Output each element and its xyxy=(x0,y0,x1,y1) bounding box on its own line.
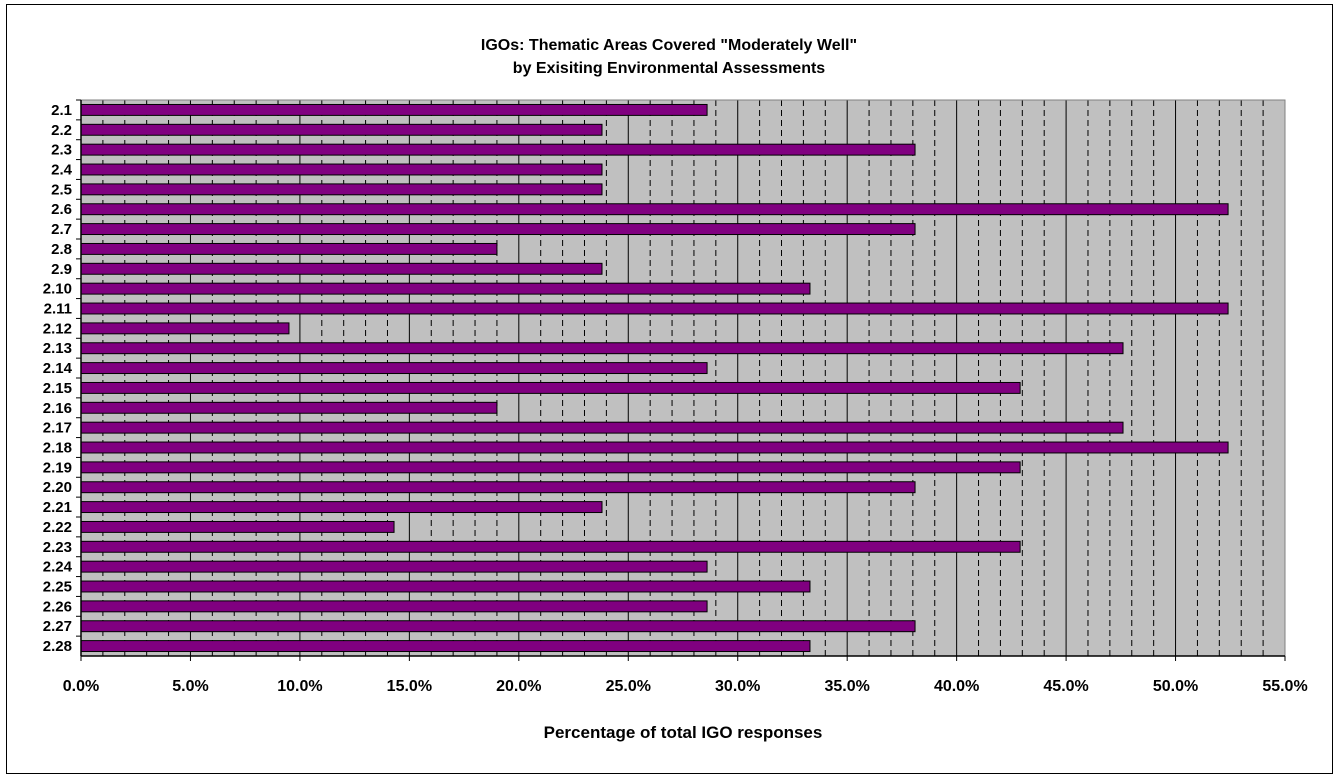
x-tick-label: 50.0% xyxy=(1153,678,1198,695)
category-label: 2.22 xyxy=(43,519,72,536)
category-label: 2.13 xyxy=(43,340,72,357)
chart-title-line-1: IGOs: Thematic Areas Covered "Moderately… xyxy=(481,37,857,54)
category-label: 2.24 xyxy=(43,559,73,576)
bar xyxy=(80,600,708,613)
bar xyxy=(80,540,1021,553)
bar xyxy=(80,322,290,335)
category-label: 2.9 xyxy=(51,261,72,278)
x-tick-label: 35.0% xyxy=(824,678,869,695)
x-tick-label: 0.0% xyxy=(63,678,99,695)
bar xyxy=(80,203,1229,216)
x-tick-label: 25.0% xyxy=(606,678,651,695)
category-label: 2.2 xyxy=(51,122,72,139)
bar xyxy=(80,143,916,156)
x-tick-label: 40.0% xyxy=(934,678,979,695)
category-label: 2.16 xyxy=(43,400,72,417)
bar xyxy=(80,501,603,514)
bar xyxy=(80,441,1229,454)
category-labels: 2.1 2.2 2.3 2.4 2.5 2.6 2.7 2.8 2.9 2.10 2.11 2.12 2… xyxy=(43,99,81,655)
bar xyxy=(80,461,1021,474)
bar xyxy=(80,302,1229,315)
x-tick-labels: 0.0% 5.0% 10.0% 15.0% 20.0% 25.0% 30.0% 35.0% 40… xyxy=(63,656,1308,695)
category-label: 2.25 xyxy=(43,579,72,596)
category-label: 2.3 xyxy=(51,142,72,159)
category-label: 2.8 xyxy=(51,241,72,258)
bar xyxy=(80,481,916,494)
category-label: 2.11 xyxy=(44,301,72,318)
bar xyxy=(80,262,603,275)
x-tick-label: 15.0% xyxy=(387,678,432,695)
bar xyxy=(80,183,603,196)
bar xyxy=(80,163,603,176)
bar xyxy=(80,282,811,295)
category-label: 2.19 xyxy=(43,459,72,476)
bar xyxy=(80,381,1021,394)
x-tick-label: 5.0% xyxy=(172,678,208,695)
category-label: 2.4 xyxy=(51,162,73,179)
category-label: 2.14 xyxy=(43,360,73,377)
chart-title-line-2: by Exisiting Environmental Assessments xyxy=(513,60,826,77)
bar xyxy=(80,223,916,236)
category-label: 2.1 xyxy=(51,102,72,119)
x-tick-label: 45.0% xyxy=(1043,678,1088,695)
category-label: 2.5 xyxy=(51,181,72,198)
bar xyxy=(80,342,1124,355)
category-label: 2.28 xyxy=(43,638,72,655)
bar xyxy=(80,362,708,375)
x-tick-label: 55.0% xyxy=(1262,678,1307,695)
category-label: 2.12 xyxy=(43,320,72,337)
category-label: 2.6 xyxy=(51,201,72,218)
x-axis-title: Percentage of total IGO responses xyxy=(544,723,823,742)
category-label: 2.20 xyxy=(43,479,72,496)
x-tick-label: 20.0% xyxy=(496,678,541,695)
bar xyxy=(80,123,603,136)
bar xyxy=(80,401,498,414)
bar xyxy=(80,640,811,653)
bar xyxy=(80,242,498,255)
bars xyxy=(80,103,1229,653)
category-label: 2.23 xyxy=(43,539,72,556)
category-label: 2.17 xyxy=(43,420,72,437)
category-label: 2.7 xyxy=(51,221,72,238)
bar xyxy=(80,580,811,593)
bar xyxy=(80,421,1124,434)
category-label: 2.26 xyxy=(43,598,72,615)
category-label: 2.15 xyxy=(43,380,72,397)
bar xyxy=(80,560,708,573)
category-label: 2.18 xyxy=(43,440,72,457)
x-tick-label: 30.0% xyxy=(715,678,760,695)
category-label: 2.21 xyxy=(43,499,72,516)
category-label: 2.10 xyxy=(43,281,72,298)
bar xyxy=(80,520,395,533)
category-label: 2.27 xyxy=(43,618,72,635)
bar xyxy=(80,103,708,116)
x-tick-label: 10.0% xyxy=(277,678,322,695)
bar xyxy=(80,620,916,633)
